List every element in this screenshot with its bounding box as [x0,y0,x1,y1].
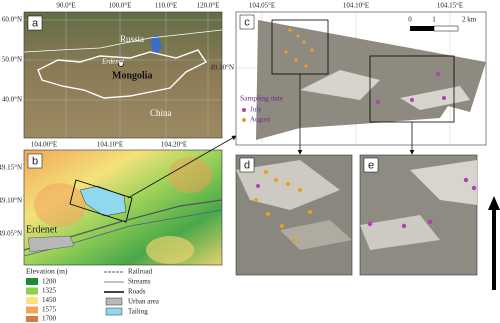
legend-label: 1325 [42,287,57,295]
place-label: Erdenet [101,58,125,66]
border [23,29,223,53]
panel-label: c [244,16,250,28]
place-label: China [150,108,172,118]
y-tick-label: 49.15°N [0,164,22,172]
panel-d: d [235,154,353,276]
x-tick-label: 104.10°E [343,2,369,10]
legend-label: Railroad [128,268,153,276]
legend-label: July [250,106,262,114]
imagery [280,220,352,250]
legend-label: 1200 [42,278,57,286]
panel-label-box [27,153,43,169]
legend-swatch [26,278,38,285]
legend-marker [242,118,246,122]
connector-arrow [127,135,237,199]
urban-area [27,235,75,253]
x-tick-label: 104.05°E [249,2,275,10]
scale-bar [410,26,434,31]
road [23,209,223,257]
legend-marker [242,108,246,112]
x-tick-label: 110.0°E [155,2,178,10]
legend-label: August [250,116,270,124]
panel-c: c 104.05°E 104.10°E 104.15°E 49.10°N 0 1… [210,2,487,146]
legend-swatch [105,307,123,316]
north-arrow [488,196,500,290]
lake-baikal [150,34,162,56]
august-samples [254,170,312,242]
y-tick-label: 49.10°N [0,197,22,205]
legend-swatch [26,287,38,295]
legend-label: Roads [128,288,146,296]
x-tick-label: 104.20°E [161,141,187,149]
legend-label: 1575 [42,306,57,314]
x-tick-label: 100.0°E [109,2,132,10]
x-tick-label: 104.15°E [437,2,463,10]
place-label: Erdenet [26,224,57,235]
scale-label: 2 km [462,16,477,24]
y-tick-label: 49.10°N [210,64,234,72]
y-tick-label: 49.05°N [0,230,22,238]
y-tick-label: 40.0°N [2,96,22,104]
terrain [168,157,212,193]
legend-title: Elevation (m) [26,267,68,276]
y-tick-label: 50.0°N [2,56,22,64]
legend-swatch [26,316,38,322]
legend-label: Urban area [128,298,160,306]
panel-label: e [368,159,374,171]
mongolia-border [37,49,208,99]
legend-title: Sampling date [240,94,284,103]
legend-swatch [26,297,38,304]
legend-label: Streams [128,278,151,286]
legend-label: 1450 [42,296,57,304]
imagery [300,70,470,110]
panel-a: a 90.0°E 100.0°E 110.0°E 120.0°E 60.0°N … [2,2,223,139]
august-samples [284,28,314,68]
panel-e: e [359,154,478,276]
panel-label-box [27,15,43,31]
panel-b: b 104.00°E 104.10°E 104.20°E 49.15°N 49.… [0,141,223,266]
panel-label-box [239,14,255,30]
tailing [79,185,127,217]
place-label: Russia [120,34,144,44]
legend-swatch [105,297,123,306]
map-a [23,11,223,139]
panel-label-box [239,157,255,173]
imagery [410,160,477,205]
terrain [34,183,86,227]
scale-bar [433,25,459,32]
panel-label: b [32,155,38,167]
scale-label: 1 [432,16,436,24]
july-samples [367,177,477,229]
erdenet-point [118,61,124,67]
graticule [24,12,222,138]
legend-label: Tailing [128,308,148,316]
terrain [146,236,194,264]
place-label: Mongolia [112,70,153,81]
scale-label: 0 [408,16,412,24]
legend: Elevation (m) 1200 1325 1450 1575 1700 R… [26,267,160,323]
zoom-box [69,179,133,223]
y-tick-label: 60.0°N [2,16,22,24]
x-tick-label: 120.0°E [197,2,220,10]
july-samples [376,72,446,104]
legend-label: 1700 [42,315,57,323]
july-samples [256,184,260,188]
x-tick-label: 104.00°E [31,141,57,149]
x-tick-label: 90.0°E [56,2,75,10]
imagery [360,215,440,250]
legend-swatch [26,306,38,314]
x-tick-label: 104.10°E [97,141,123,149]
panel-label: d [244,159,250,171]
panel-label-box [363,157,379,173]
panel-label: a [32,17,39,29]
